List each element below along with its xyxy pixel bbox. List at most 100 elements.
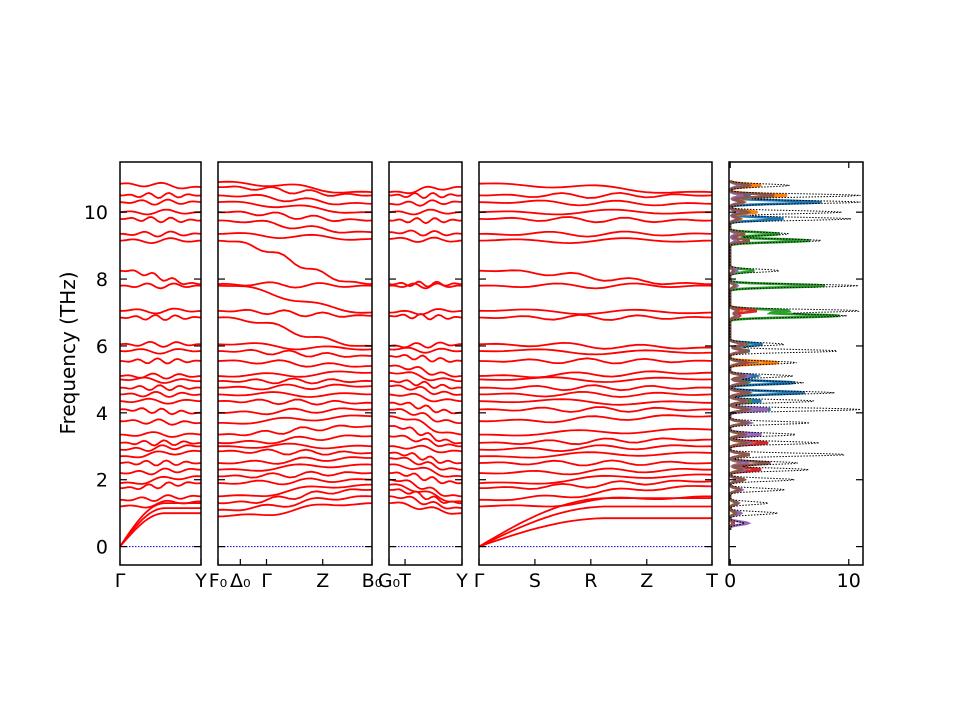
- phonon-band: [217, 448, 373, 456]
- band-panel-2: [217, 180, 373, 548]
- phonon-band: [119, 475, 202, 485]
- phonon-band: [388, 185, 463, 195]
- phonon-band: [388, 236, 463, 243]
- q-point-label: S: [529, 570, 541, 592]
- phonon-band: [119, 439, 202, 447]
- phonon-band: [217, 193, 373, 206]
- phonon-band: [388, 483, 463, 503]
- phonon-band: [119, 307, 202, 315]
- phonon-band: [478, 398, 712, 406]
- band-panel-4: [478, 182, 713, 548]
- y-tick-label: 10: [84, 202, 108, 224]
- q-point-label: R: [584, 570, 597, 592]
- phonon-band: [478, 199, 713, 207]
- phonon-band: [218, 219, 373, 234]
- q-point-label: T: [705, 570, 718, 592]
- phonon-band: [479, 427, 713, 437]
- phonon-band: [119, 449, 202, 459]
- phonon-band: [388, 451, 463, 465]
- band-panel-frame: [119, 161, 202, 566]
- phonon-band: [478, 313, 713, 321]
- phonon-band: [479, 479, 713, 490]
- phonon-band: [218, 414, 373, 425]
- phonon-band: [119, 499, 202, 509]
- phonon-band: [478, 376, 713, 383]
- phonon-band: [119, 467, 201, 476]
- y-tick-label: 2: [96, 470, 108, 492]
- y-tick-label: 0: [96, 537, 108, 559]
- phonon-band: [388, 463, 463, 478]
- phonon-band: [388, 341, 463, 349]
- phonon-band: [119, 418, 202, 426]
- band-structure-panels: [119, 180, 713, 548]
- phonon-band: [217, 284, 373, 314]
- phonon-band: [388, 478, 463, 498]
- phonon-band: [217, 210, 373, 223]
- phonon-band: [119, 230, 202, 238]
- phonon-band: [478, 505, 712, 548]
- phonon-band: [478, 357, 713, 365]
- phonon-band: [120, 390, 202, 398]
- phonon-band: [478, 237, 713, 245]
- phonon-band: [478, 230, 713, 238]
- phonon-band: [388, 346, 463, 354]
- q-point-label: G₀: [378, 570, 400, 592]
- phonon-band: [119, 313, 202, 321]
- phonon-band: [479, 390, 713, 398]
- y-tick-label: 6: [96, 336, 108, 358]
- phonon-band: [388, 308, 463, 316]
- phonon-band: [388, 424, 463, 445]
- phonon-band: [217, 463, 373, 472]
- phonon-band: [218, 185, 373, 197]
- band-panel-frame: [478, 161, 713, 566]
- phonon-band: [478, 437, 713, 446]
- phonon-band: [388, 501, 463, 515]
- phonon-band: [388, 456, 463, 471]
- phonon-band: [388, 353, 463, 363]
- phonon-band: [217, 348, 373, 358]
- phonon-band: [119, 494, 202, 503]
- phonon-band: [217, 407, 373, 416]
- x-tick-label: 0: [724, 570, 736, 592]
- phonon-band: [119, 216, 202, 224]
- y-tick-label: 4: [96, 403, 108, 425]
- phonon-band: [388, 371, 463, 383]
- y-axis-label: Frequency (THz): [56, 271, 80, 434]
- phonon-band: [388, 280, 463, 288]
- phonon-band: [119, 459, 202, 467]
- phonon-band: [217, 495, 373, 512]
- phonon-band: [119, 348, 202, 355]
- phonon-band: [388, 199, 463, 207]
- dos-panel-frame: [728, 161, 864, 566]
- q-point-label: B₀: [362, 570, 383, 592]
- phonon-band: [217, 232, 373, 241]
- phonon-band: [217, 424, 373, 437]
- phonon-band: [119, 282, 202, 290]
- phonon-band: [388, 434, 463, 448]
- phonon-band: [119, 237, 202, 245]
- phonon-band: [478, 459, 713, 467]
- phonon-band: [119, 372, 202, 380]
- phonon-band: [217, 200, 373, 214]
- phonon-band: [388, 471, 463, 485]
- phonon-band: [119, 269, 202, 286]
- phonon-band: [478, 495, 712, 508]
- phonon-band: [388, 415, 463, 436]
- phonon-band: [217, 370, 373, 378]
- phonon-band: [478, 444, 713, 453]
- phonon-band: [389, 384, 463, 396]
- phonon-band: [388, 408, 463, 425]
- q-point-label: Γ: [115, 570, 126, 592]
- band-panel-frame: [388, 161, 463, 566]
- phonon-band: [119, 340, 202, 348]
- q-point-label: Z: [640, 570, 653, 592]
- phonon-band: [217, 342, 373, 351]
- phonon-band: [217, 502, 373, 518]
- phonon-band: [388, 401, 463, 415]
- phonon-band: [119, 198, 202, 206]
- x-tick-label: 10: [837, 570, 861, 592]
- phonon-band: [217, 488, 373, 505]
- phonon-band: [478, 269, 713, 286]
- phonon-band: [388, 444, 463, 454]
